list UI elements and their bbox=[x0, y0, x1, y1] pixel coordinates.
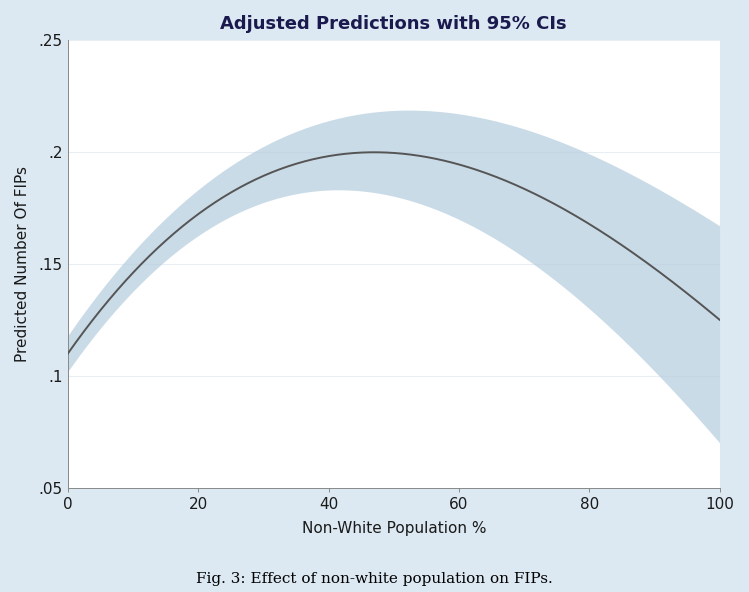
X-axis label: Non-White Population %: Non-White Population % bbox=[302, 520, 486, 536]
Title: Adjusted Predictions with 95% CIs: Adjusted Predictions with 95% CIs bbox=[220, 15, 567, 33]
Y-axis label: Predicted Number Of FIPs: Predicted Number Of FIPs bbox=[15, 166, 30, 362]
Text: Fig. 3: Effect of non-white population on FIPs.: Fig. 3: Effect of non-white population o… bbox=[196, 572, 553, 586]
